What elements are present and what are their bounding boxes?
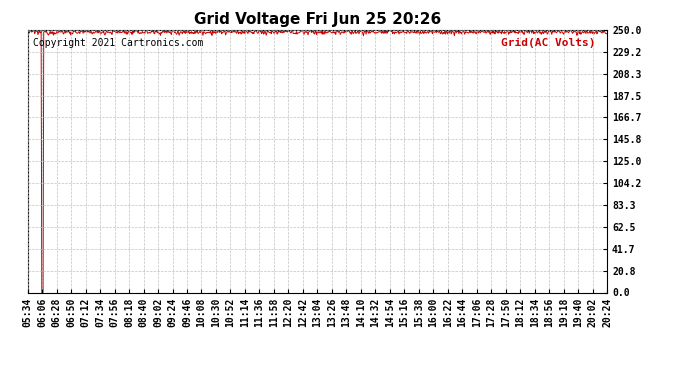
- Grid(AC Volts): [525, 31, 533, 36]
- Grid(AC Volts): [88, 30, 96, 34]
- Grid(AC Volts): [461, 30, 469, 34]
- Grid(AC Volts): [603, 31, 611, 36]
- Title: Grid Voltage Fri Jun 25 20:26: Grid Voltage Fri Jun 25 20:26: [194, 12, 441, 27]
- Line: Grid(AC Volts): Grid(AC Volts): [28, 27, 607, 292]
- Text: Copyright 2021 Cartronics.com: Copyright 2021 Cartronics.com: [33, 38, 204, 48]
- Grid(AC Volts): [38, 290, 46, 295]
- Grid(AC Volts): [23, 30, 32, 34]
- Grid(AC Volts): [275, 25, 284, 29]
- Grid(AC Volts): [437, 28, 446, 33]
- Grid(AC Volts): [175, 33, 184, 38]
- Text: Grid(AC Volts): Grid(AC Volts): [501, 38, 595, 48]
- Grid(AC Volts): [272, 30, 280, 34]
